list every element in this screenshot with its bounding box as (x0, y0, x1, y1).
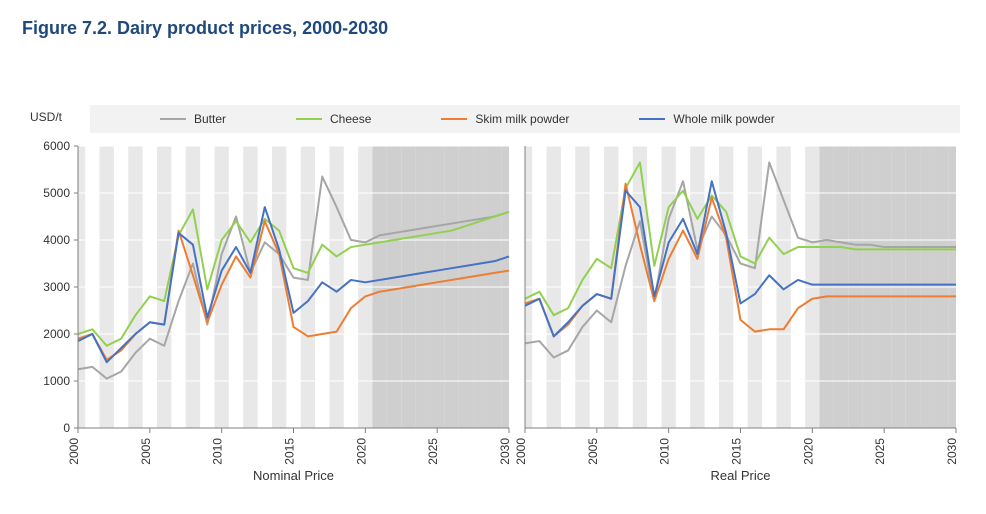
legend-swatch-icon (441, 118, 467, 120)
svg-text:2000: 2000 (514, 438, 528, 465)
figure-title: Figure 7.2. Dairy product prices, 2000-2… (0, 0, 986, 39)
legend-label: Butter (194, 112, 226, 126)
svg-text:2025: 2025 (873, 438, 887, 465)
y-axis-unit-label: USD/t (30, 110, 62, 124)
legend-item-cheese: Cheese (296, 112, 371, 126)
legend-label: Cheese (330, 112, 371, 126)
svg-text:2000: 2000 (43, 327, 70, 341)
legend-swatch-icon (639, 118, 665, 120)
legend-label: Whole milk powder (673, 112, 774, 126)
svg-text:2015: 2015 (283, 438, 297, 465)
chart-area: 0 1000 2000 3000 4000 5000 6000 2000 2005 2010 201… (30, 140, 966, 490)
line-chart-svg: 0 1000 2000 3000 4000 5000 6000 2000 2005 2010 201… (30, 140, 966, 490)
legend-item-wmp: Whole milk powder (639, 112, 774, 126)
legend-item-butter: Butter (160, 112, 226, 126)
svg-text:Nominal Price: Nominal Price (253, 468, 334, 483)
svg-text:2030: 2030 (945, 438, 959, 465)
svg-text:0: 0 (63, 421, 70, 435)
svg-text:2030: 2030 (498, 438, 512, 465)
legend-swatch-icon (296, 118, 322, 120)
svg-text:2010: 2010 (658, 438, 672, 465)
svg-text:2020: 2020 (801, 438, 815, 465)
legend-item-smp: Skim milk powder (441, 112, 569, 126)
svg-text:2005: 2005 (139, 438, 153, 465)
svg-text:Real Price: Real Price (711, 468, 771, 483)
chart-legend: Butter Cheese Skim milk powder Whole mil… (90, 105, 960, 133)
svg-text:5000: 5000 (43, 186, 70, 200)
svg-text:2010: 2010 (211, 438, 225, 465)
svg-text:2005: 2005 (586, 438, 600, 465)
legend-swatch-icon (160, 118, 186, 120)
svg-text:1000: 1000 (43, 374, 70, 388)
svg-text:2025: 2025 (426, 438, 440, 465)
svg-text:2020: 2020 (354, 438, 368, 465)
legend-label: Skim milk powder (475, 112, 569, 126)
svg-text:4000: 4000 (43, 233, 70, 247)
svg-text:2015: 2015 (730, 438, 744, 465)
svg-text:6000: 6000 (43, 140, 70, 153)
svg-text:2000: 2000 (67, 438, 81, 465)
svg-text:3000: 3000 (43, 280, 70, 294)
